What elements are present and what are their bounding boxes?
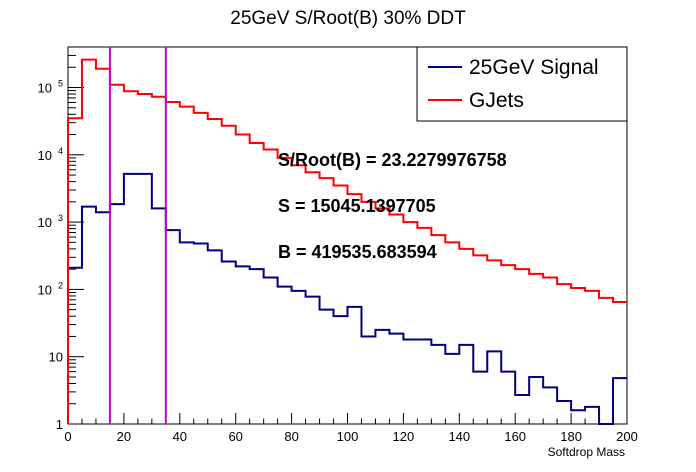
y-tick-label: 1 (56, 417, 63, 432)
x-tick-labels: 0 20 40 60 80 100 120 140 160 180 200 (64, 429, 637, 444)
y-tick-label: 10 (38, 81, 52, 96)
y-tick-label: 10 (38, 282, 52, 297)
x-axis-title: Softdrop Mass (548, 445, 625, 459)
x-tick-label: 180 (560, 429, 582, 444)
y-tick-label: 10 (49, 350, 63, 365)
y-tick-exponent: 2 (58, 280, 63, 290)
x-tick-label: 200 (616, 429, 638, 444)
x-tick-label: 80 (284, 429, 298, 444)
series-line-gjets (67, 58, 627, 424)
legend-label-signal: 25GeV Signal (469, 56, 599, 79)
x-tick-label: 100 (337, 429, 359, 444)
y-tick-labels: 1 10 10 2 10 3 10 4 10 5 (38, 79, 63, 432)
x-tick-label: 120 (393, 429, 415, 444)
cut-lines (108, 47, 167, 424)
x-tick-label: 140 (448, 429, 470, 444)
y-tick-label: 10 (38, 215, 52, 230)
legend: 25GeV Signal GJets (416, 46, 628, 122)
legend-label-gjets: GJets (469, 89, 524, 112)
x-tick-label: 20 (117, 429, 131, 444)
x-tick-label: 40 (173, 429, 187, 444)
y-tick-exponent: 4 (58, 146, 63, 156)
x-tick-label: 60 (228, 429, 242, 444)
annotation-significance: S/Root(B) = 23.2279976758 (278, 150, 507, 170)
x-tick-label: 0 (64, 429, 71, 444)
legend-box (416, 46, 628, 122)
chart-title: 25GeV S/Root(B) 30% DDT (230, 8, 466, 29)
annotation-signal: S = 15045.1397705 (278, 196, 436, 216)
x-tick-label: 160 (504, 429, 526, 444)
y-tick-exponent: 3 (58, 213, 63, 223)
y-tick-label: 10 (38, 148, 52, 163)
y-tick-exponent: 5 (58, 79, 63, 89)
annotation-background: B = 419535.683594 (278, 242, 437, 262)
